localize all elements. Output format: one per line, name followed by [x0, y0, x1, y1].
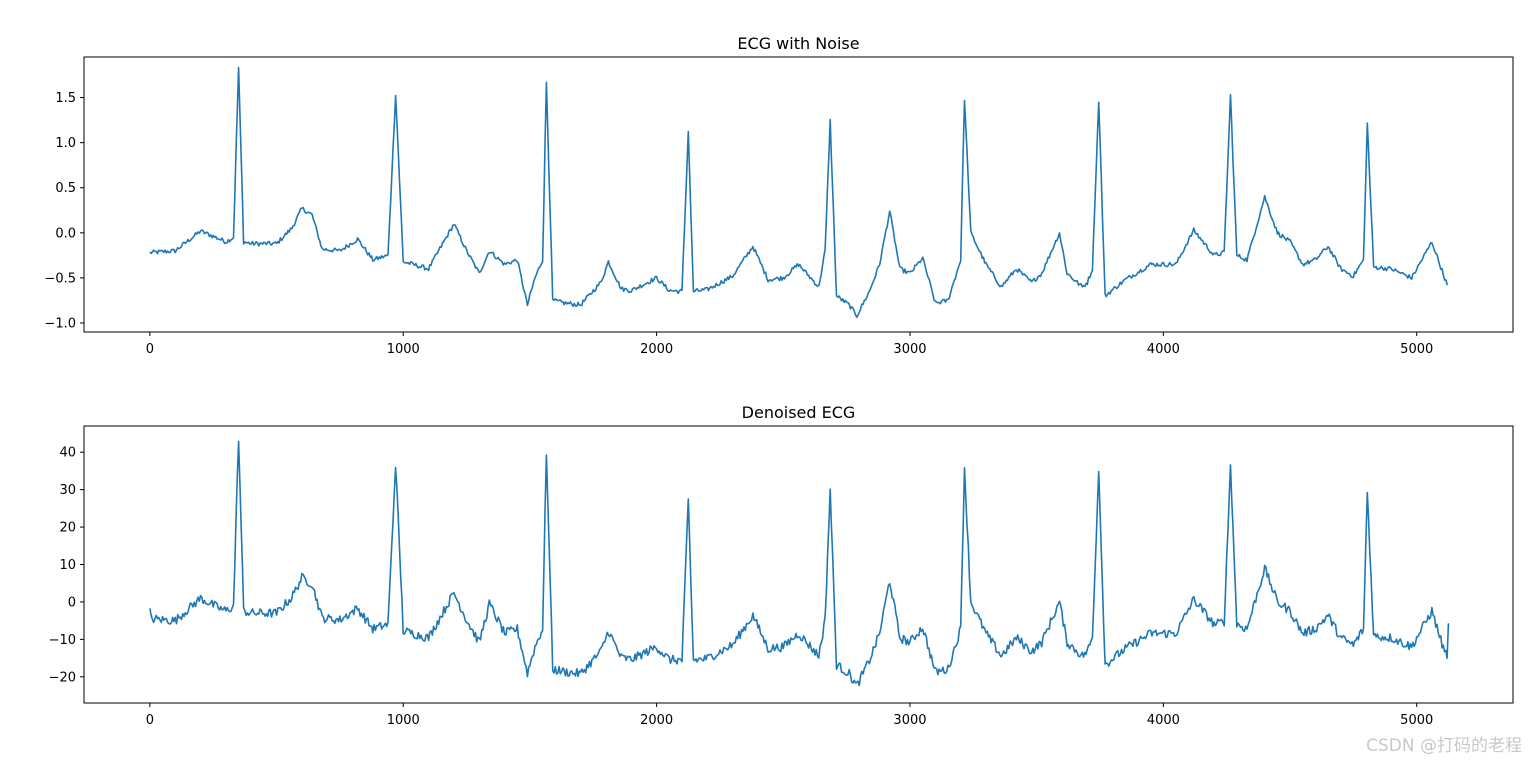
x-tick-label: 2000	[640, 342, 673, 357]
x-tick-label: 4000	[1147, 713, 1180, 728]
y-tick-label: 20	[59, 521, 76, 536]
y-tick-label: 30	[59, 483, 76, 498]
x-tick-label: 0	[146, 713, 154, 728]
chart-1: ECG with Noise 0 1000 2000 3000 4000 5000 −1.0 −…	[44, 34, 1514, 357]
chart-title: ECG with Noise	[737, 34, 859, 53]
x-tick-label: 3000	[893, 342, 926, 357]
axes-frame	[83, 425, 1514, 704]
y-tick-label: −1.0	[44, 316, 76, 331]
y-tick-label: −20	[49, 670, 76, 685]
x-tick-label: 5000	[1400, 713, 1433, 728]
y-tick-label: −0.5	[44, 271, 76, 286]
series-line	[149, 66, 1448, 319]
x-tick-label: 2000	[640, 713, 673, 728]
y-tick-label: 1.5	[55, 91, 76, 106]
y-tick-label: 0.5	[55, 181, 76, 196]
x-tick-label: 1000	[387, 713, 420, 728]
x-tick-label: 5000	[1400, 342, 1433, 357]
x-tick-label: 3000	[893, 713, 926, 728]
watermark-text: CSDN @打码的老程	[1366, 736, 1522, 756]
y-tick-label: 0.0	[55, 226, 76, 241]
y-tick-label: 1.0	[55, 136, 76, 151]
x-tick-label: 4000	[1147, 342, 1180, 357]
x-tick-label: 1000	[387, 342, 420, 357]
chart-title: Denoised ECG	[742, 403, 856, 422]
y-tick-label: 0	[68, 595, 76, 610]
axes-frame	[83, 56, 1514, 333]
y-tick-label: −10	[49, 633, 76, 648]
chart-2: Denoised ECG 0 1000 2000 3000 4000 5000 −20 −10 0…	[49, 403, 1514, 728]
x-tick-label: 0	[146, 342, 154, 357]
series-line	[149, 440, 1450, 687]
y-tick-label: 40	[59, 446, 76, 461]
y-tick-label: 10	[59, 558, 76, 573]
